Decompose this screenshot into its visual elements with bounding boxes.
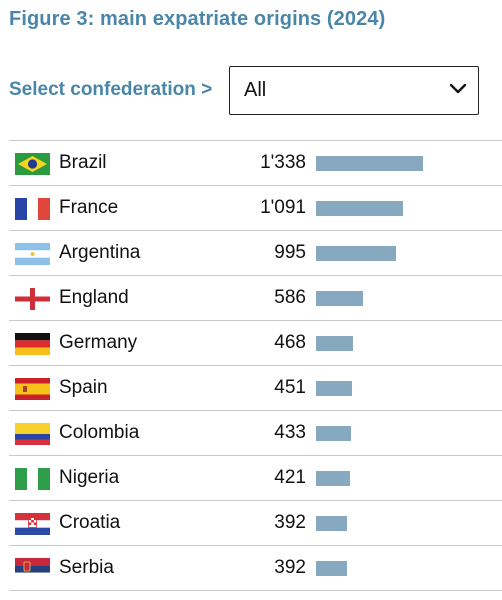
value-bar <box>316 426 351 441</box>
value-label: 586 <box>274 287 306 308</box>
country-label: Colombia <box>59 422 140 443</box>
country-label: Spain <box>59 377 108 398</box>
value-bar <box>316 336 354 351</box>
brazil-flag-icon <box>15 153 50 175</box>
chevron-down-icon <box>449 83 467 94</box>
value-label: 421 <box>274 467 306 488</box>
value-label: 1'091 <box>260 197 306 218</box>
expatriate-origins-table: Brazil 1'338 France 1'091 Argentina 995 Englan… <box>9 140 502 591</box>
value-label: 468 <box>274 332 306 353</box>
table-row: Spain 451 <box>9 365 502 410</box>
value-bar <box>316 291 363 306</box>
confederation-select[interactable]: All <box>229 66 479 115</box>
value-bar <box>316 561 348 576</box>
table-row: Serbia 392 <box>9 545 502 591</box>
country-label: Croatia <box>59 512 121 533</box>
value-bar <box>316 516 348 531</box>
england-flag-icon <box>15 288 50 310</box>
table-row: Nigeria 421 <box>9 455 502 500</box>
country-label: Brazil <box>59 152 107 173</box>
country-label: France <box>59 197 119 218</box>
country-label: Argentina <box>59 242 141 263</box>
value-bar <box>316 156 423 171</box>
table-row: France 1'091 <box>9 185 502 230</box>
value-bar <box>316 246 396 261</box>
table-row: Argentina 995 <box>9 230 502 275</box>
country-label: Germany <box>59 332 138 353</box>
nigeria-flag-icon <box>15 468 50 490</box>
country-label: Nigeria <box>59 467 120 488</box>
value-label: 392 <box>274 512 306 533</box>
value-label: 433 <box>274 422 306 443</box>
table-row: Germany 468 <box>9 320 502 365</box>
croatia-flag-icon <box>15 513 50 535</box>
value-label: 451 <box>274 377 306 398</box>
france-flag-icon <box>15 198 50 220</box>
value-bar <box>316 381 353 396</box>
confederation-select-value: All <box>244 79 267 101</box>
spain-flag-icon <box>15 378 50 400</box>
confederation-select-label: Select confederation > <box>9 79 213 100</box>
country-label: England <box>59 287 129 308</box>
table-row: Croatia 392 <box>9 500 502 545</box>
table-row: Colombia 433 <box>9 410 502 455</box>
value-label: 995 <box>274 242 306 263</box>
argentina-flag-icon <box>15 243 50 265</box>
chart-title: Figure 3: main expatriate origins (2024) <box>9 8 386 30</box>
germany-flag-icon <box>15 333 50 355</box>
value-bar <box>316 471 350 486</box>
table-row: Brazil 1'338 <box>9 140 502 185</box>
colombia-flag-icon <box>15 423 50 445</box>
country-label: Serbia <box>59 557 114 578</box>
value-label: 1'338 <box>260 152 306 173</box>
table-row: England 586 <box>9 275 502 320</box>
serbia-flag-icon <box>15 558 50 580</box>
value-label: 392 <box>274 557 306 578</box>
value-bar <box>316 201 404 216</box>
